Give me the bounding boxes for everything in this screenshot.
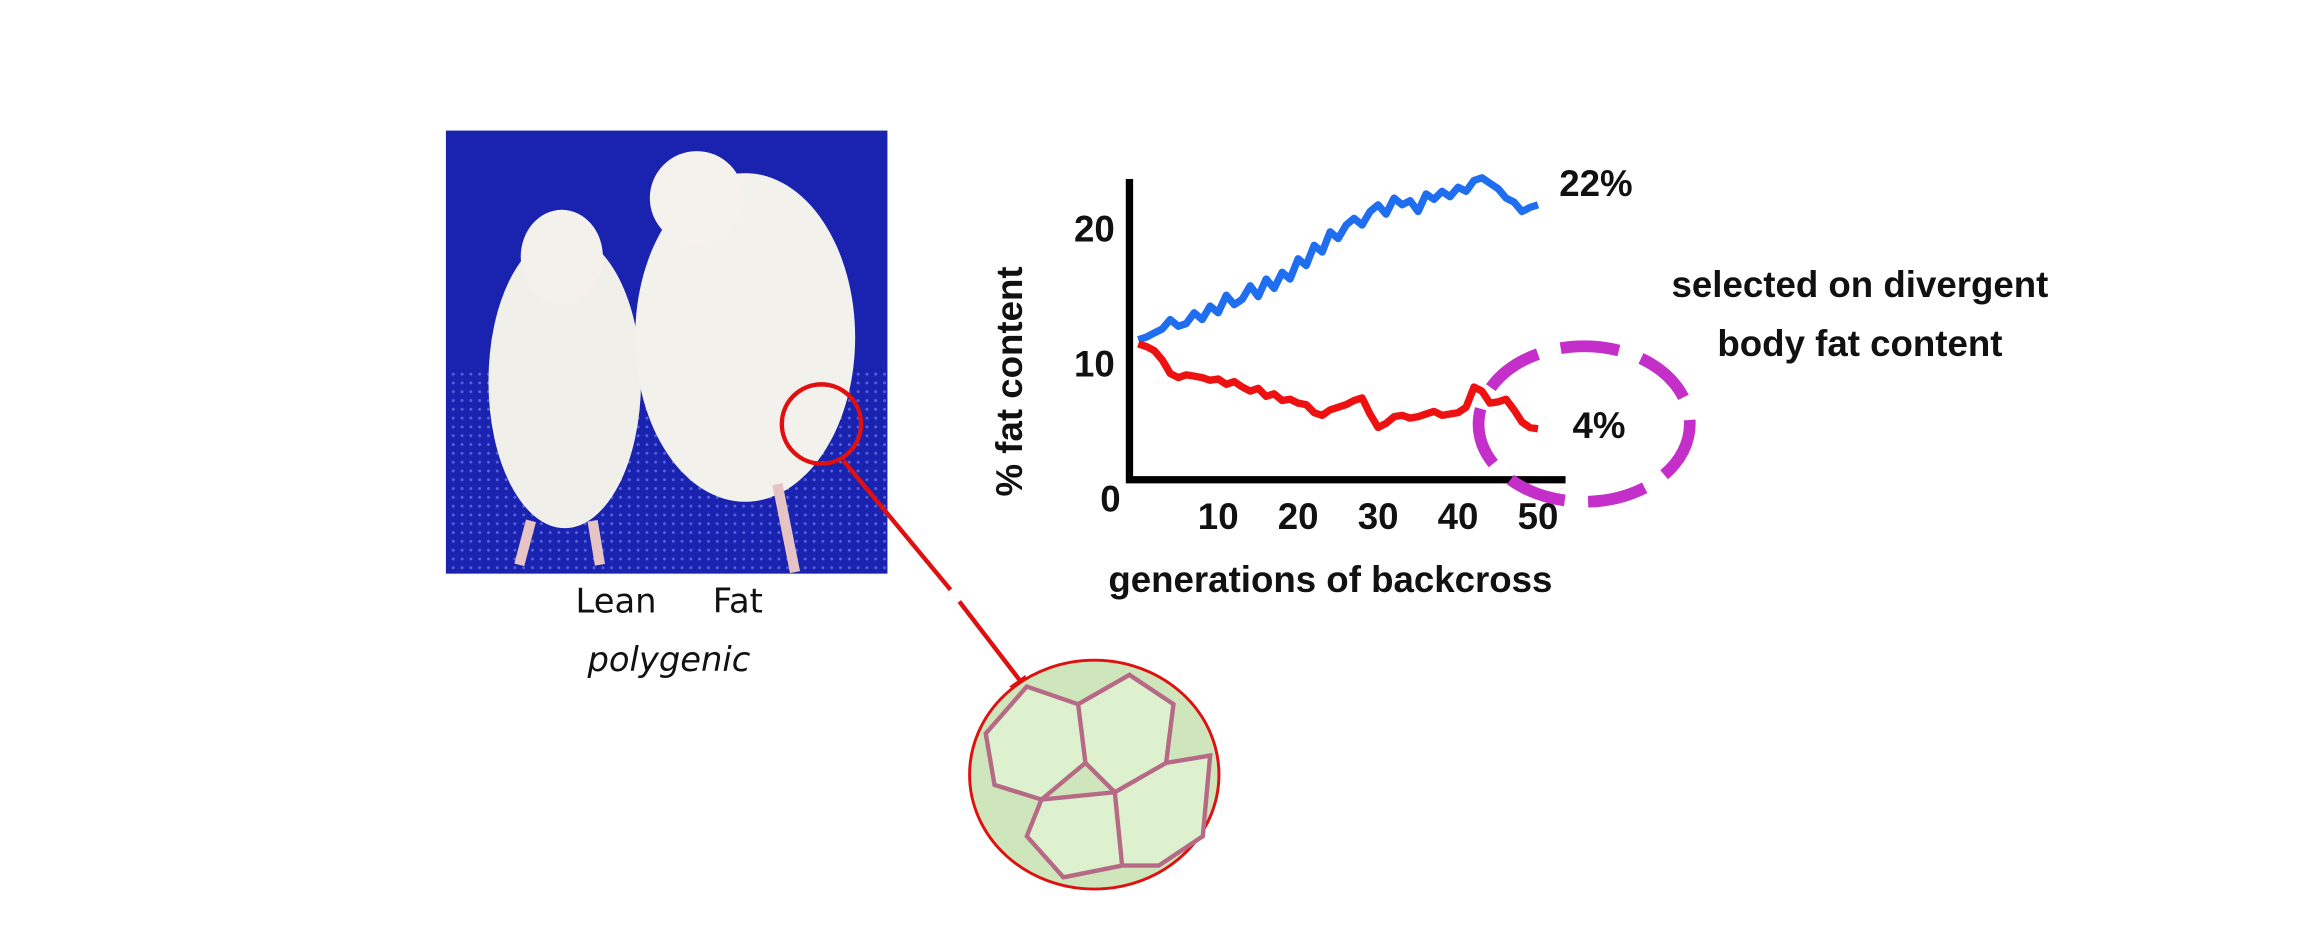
histology	[968, 658, 1221, 891]
annotation: 4%	[1572, 405, 1625, 446]
y-axis-label: % fat content	[989, 266, 1030, 496]
annotation: 22%	[1559, 163, 1632, 204]
y-tick-label: 10	[1074, 343, 1115, 384]
data-line	[1137, 340, 1539, 433]
arrow	[841, 459, 1025, 686]
y-tick-label: 0	[1100, 478, 1120, 519]
photo-caption: polygenic	[586, 640, 750, 679]
mouse-photo	[445, 130, 888, 574]
x-tick-label: 20	[1278, 496, 1319, 537]
annotation: body fat content	[1717, 323, 2002, 364]
photo-label: Lean	[576, 581, 657, 620]
x-axis-label: generations of backcross	[1108, 559, 1552, 600]
x-tick-label: 40	[1438, 496, 1479, 537]
highlight-ellipse	[1472, 340, 1696, 508]
x-tick-label: 30	[1358, 496, 1399, 537]
highlight-circle	[779, 382, 864, 466]
data-line	[1137, 174, 1540, 344]
x-tick-label: 10	[1198, 496, 1239, 537]
photo-label: Fat	[713, 581, 763, 620]
annotation: selected on divergent	[1672, 264, 2049, 305]
axis	[1125, 178, 1566, 484]
y-tick-label: 20	[1074, 208, 1115, 249]
